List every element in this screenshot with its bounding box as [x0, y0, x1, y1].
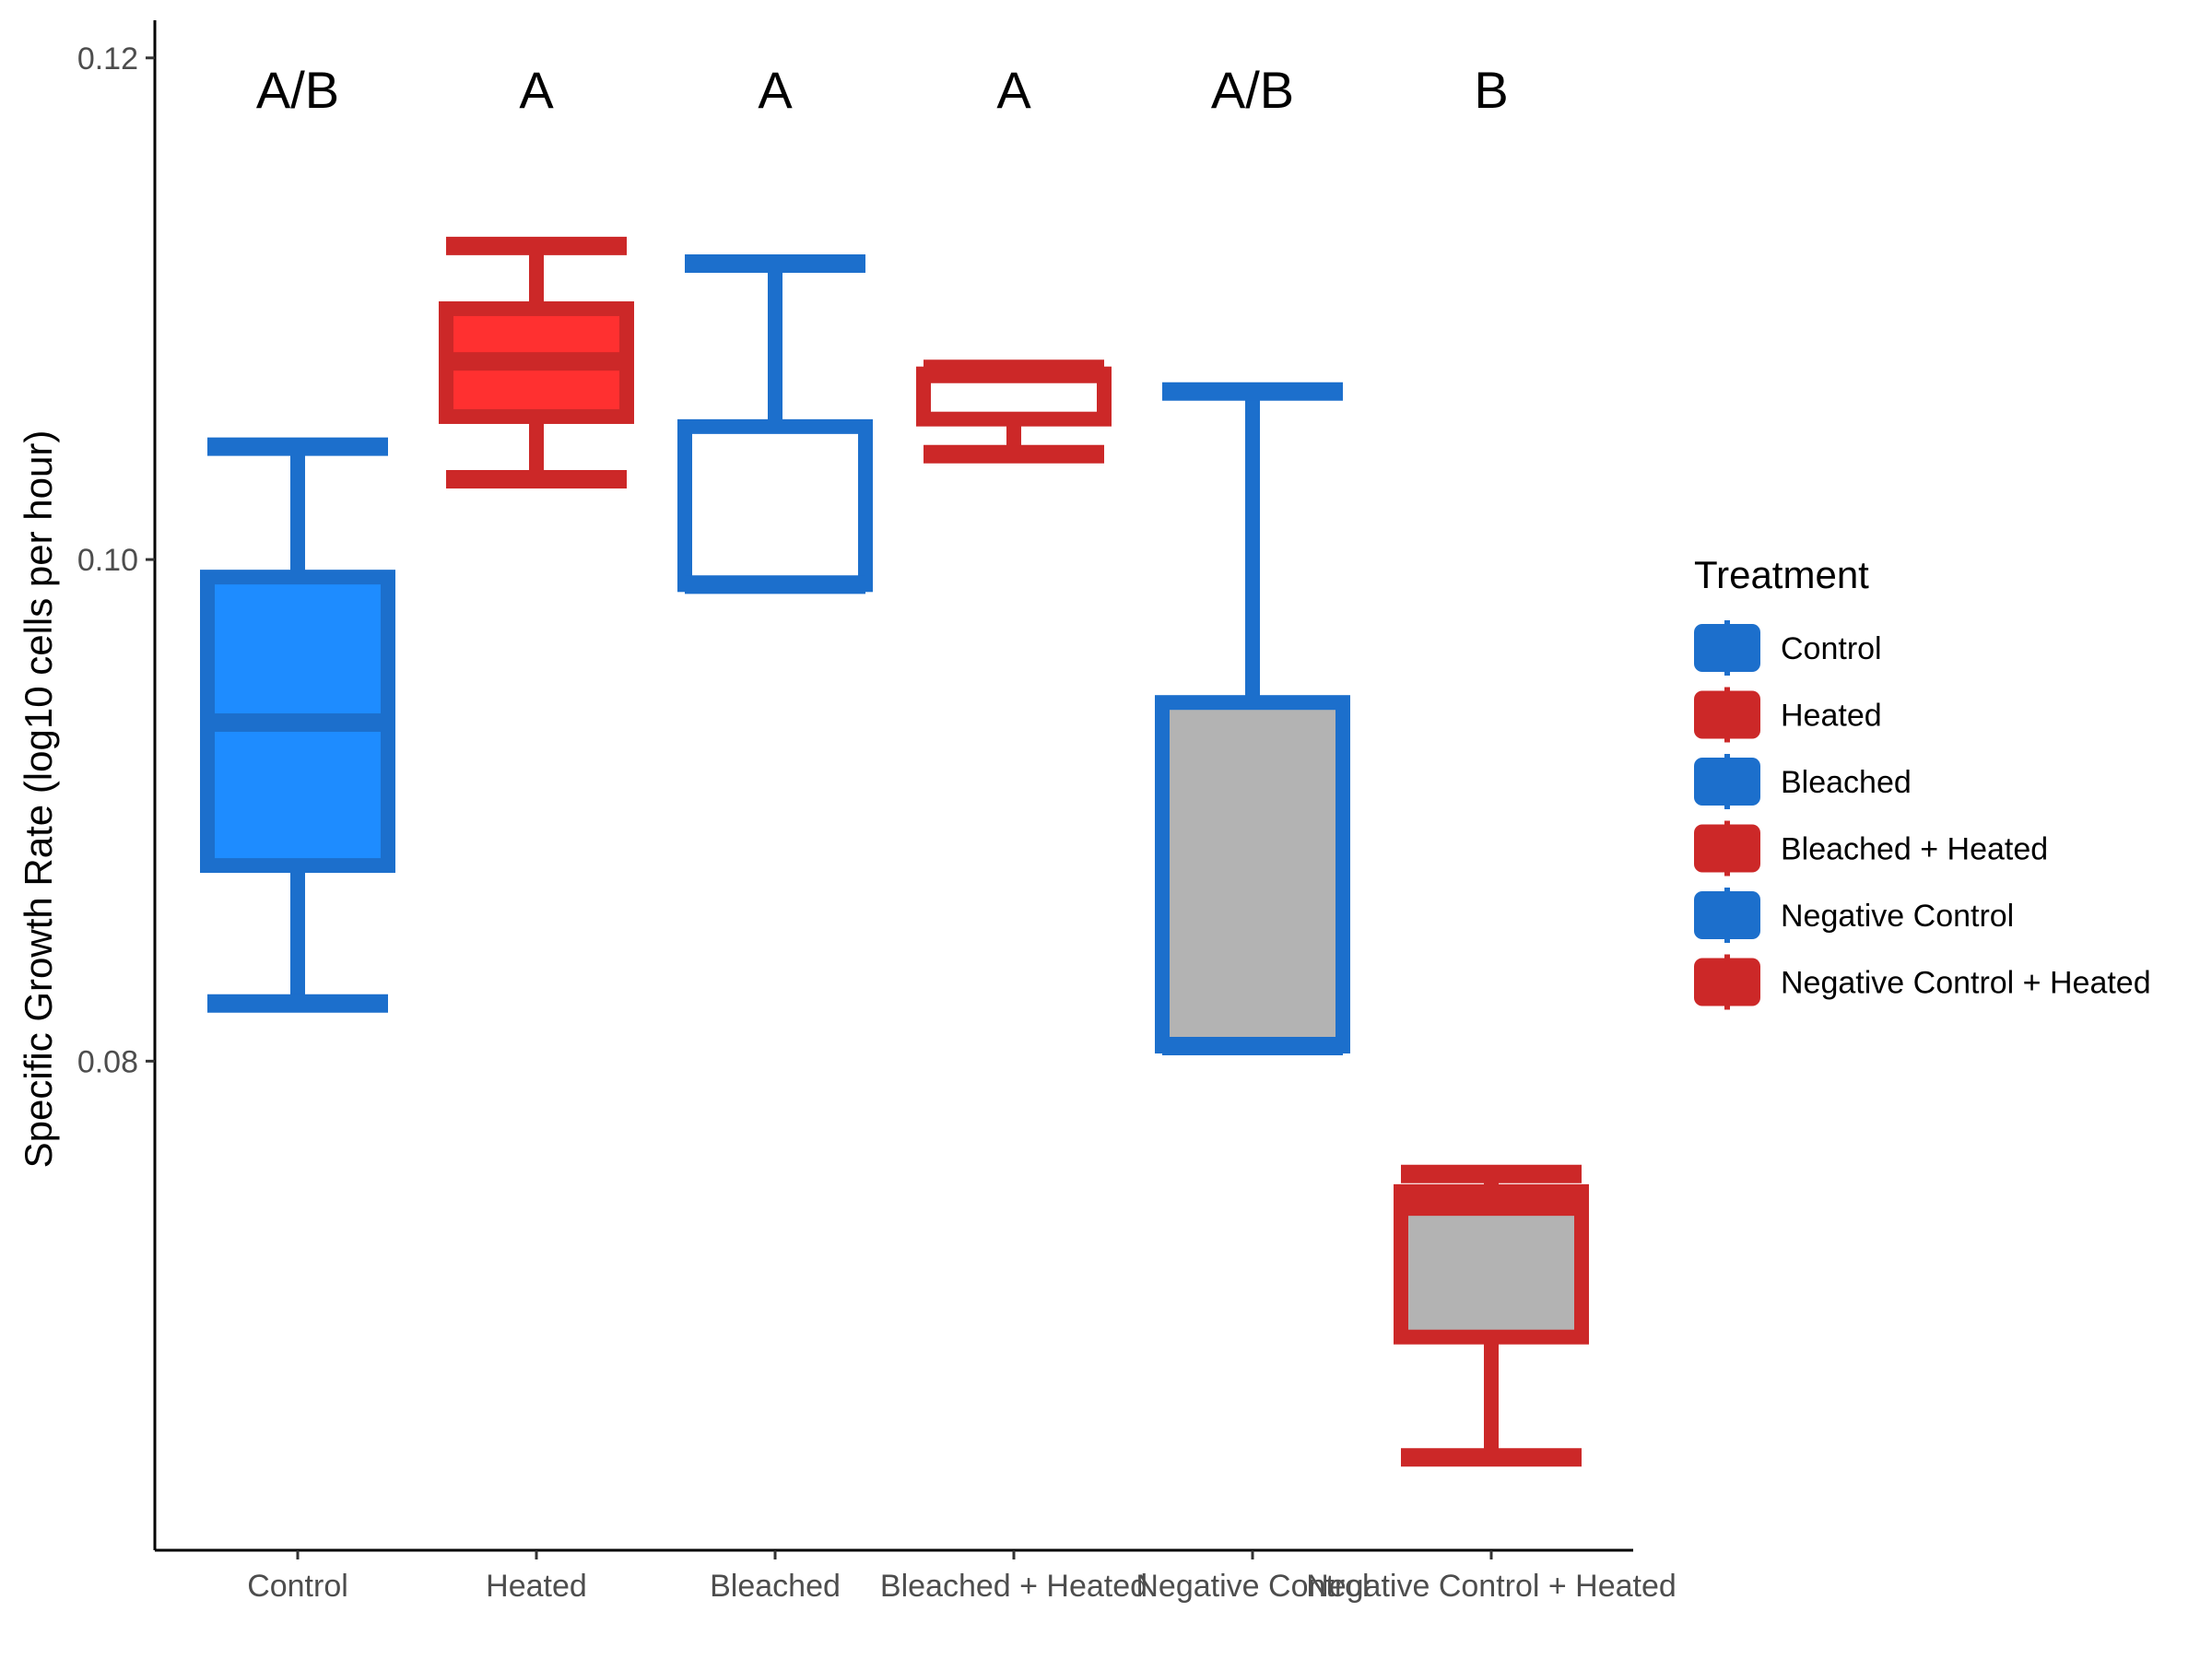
legend-label: Negative Control — [1781, 899, 2014, 934]
legend-label: Heated — [1781, 699, 1882, 734]
box-group — [439, 236, 634, 488]
significance-label: A — [996, 61, 1031, 119]
box-body — [1155, 695, 1350, 1054]
significance-label: A — [758, 61, 793, 119]
significance-label: B — [1474, 61, 1508, 119]
y-axis-title: Specific Growth Rate (log10 cells per ho… — [17, 430, 60, 1169]
legend-label: Bleached + Heated — [1781, 832, 2048, 867]
y-tick-label: 0.10 — [77, 543, 138, 578]
y-tick-label: 0.08 — [77, 1044, 138, 1079]
x-tick-label: Heated — [486, 1569, 587, 1604]
legend-label: Negative Control + Heated — [1781, 966, 2151, 1001]
x-tick-label: Bleached — [710, 1569, 841, 1604]
legend-label: Control — [1781, 631, 1882, 666]
y-tick-label: 0.12 — [77, 41, 138, 76]
significance-label: A — [519, 61, 554, 119]
x-tick-label: Negative Control + Heated — [1306, 1569, 1677, 1604]
box-group — [200, 437, 395, 1013]
x-tick-label: Negative Control — [1135, 1569, 1369, 1604]
significance-label: A/B — [256, 61, 339, 119]
box-group — [677, 253, 873, 594]
box-group — [1394, 1164, 1589, 1467]
legend-title: Treatment — [1694, 553, 1869, 596]
box-body — [677, 418, 873, 593]
box-group — [1155, 382, 1350, 1056]
box-group — [916, 359, 1112, 464]
x-tick-label: Bleached + Heated — [880, 1569, 1147, 1604]
legend-label: Bleached — [1781, 765, 1912, 800]
x-tick-label: Control — [247, 1569, 348, 1604]
significance-label: A/B — [1211, 61, 1294, 119]
